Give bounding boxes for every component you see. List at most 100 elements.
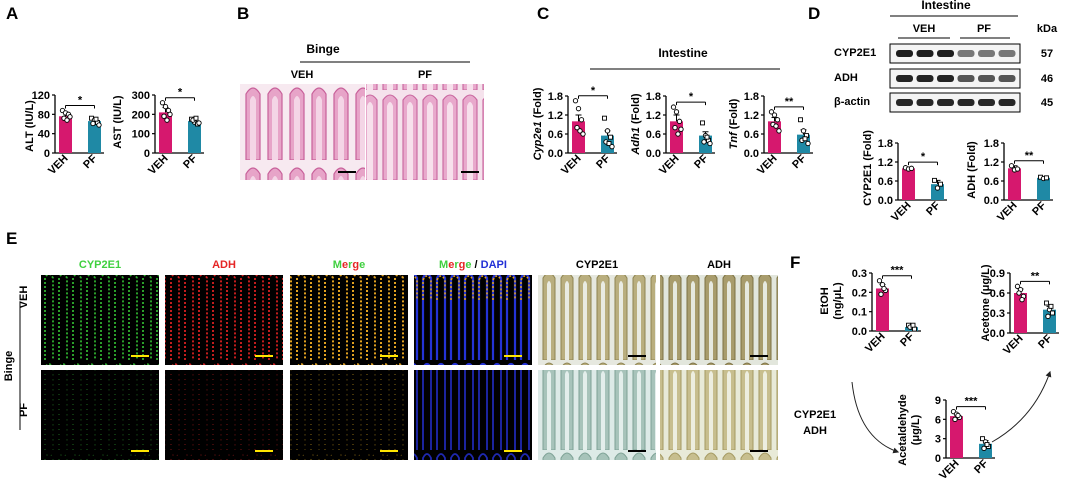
bar-pf <box>188 121 201 153</box>
micrograph-image <box>290 370 408 460</box>
x-tick-label: PF <box>898 330 917 349</box>
blot-group-veh: VEH <box>913 23 936 35</box>
blot-row-label: ADH <box>834 72 858 84</box>
data-point <box>1008 163 1015 169</box>
data-point <box>704 134 710 140</box>
micrograph-image <box>414 275 532 365</box>
blot-row-label: β-actin <box>834 96 870 108</box>
y-axis-label: ALT (IU/L) <box>24 100 36 152</box>
data-point <box>1050 310 1055 316</box>
panel-label-d: D <box>808 4 820 23</box>
y-tick-label: 0.0 <box>646 148 661 160</box>
blot-band <box>998 75 1016 82</box>
y-tick-label: 120 <box>32 90 50 102</box>
data-point <box>196 120 202 126</box>
blot-band <box>978 99 995 106</box>
y-axis-label: Tnf (Fold) <box>728 98 740 149</box>
data-point <box>96 122 102 128</box>
data-point <box>673 109 680 115</box>
y-tick-label: 1.8 <box>744 91 759 103</box>
bar-veh <box>902 168 915 200</box>
data-point <box>908 165 915 171</box>
data-point <box>881 285 887 292</box>
merge-letter: e <box>448 259 454 271</box>
pathway-arrow-1 <box>851 381 900 454</box>
panel-label-e: E <box>6 229 17 248</box>
micrograph-image <box>165 370 283 460</box>
micro-col-header: CYP2E1 <box>576 259 618 271</box>
y-tick-label: 0.0 <box>984 195 999 207</box>
x-tick-label: PF <box>924 199 943 218</box>
data-point <box>768 109 775 115</box>
data-point <box>805 140 811 147</box>
blot-band <box>998 99 1016 106</box>
bar-pf <box>1037 177 1050 200</box>
data-point <box>193 115 199 121</box>
data-point <box>167 111 173 117</box>
y-axis-label: Adh1 (Fold) <box>630 93 642 155</box>
data-point <box>771 112 778 118</box>
y-tick-label: 0.1 <box>852 307 867 319</box>
y-tick-label: 1.8 <box>984 138 999 150</box>
y-tick-label: 0.0 <box>878 195 893 207</box>
y-tick-label: 0.3 <box>852 268 867 280</box>
he-image-veh <box>240 84 365 180</box>
blot-band <box>998 50 1016 57</box>
y-axis-label: AST (IU/L) <box>112 95 124 148</box>
significance-stars: ** <box>1025 150 1034 162</box>
significance-stars: * <box>178 87 183 99</box>
data-point <box>159 100 166 106</box>
y-tick-label: 0.6 <box>990 288 1005 300</box>
y-tick-label: 0.6 <box>744 129 759 141</box>
data-point <box>602 115 607 121</box>
significance-stars: * <box>78 94 83 106</box>
blot-kda-header: kDa <box>1037 23 1058 35</box>
blot-row-label: CYP2E1 <box>834 47 876 59</box>
blot-band <box>957 50 975 57</box>
y-tick-label: 1.8 <box>878 138 893 150</box>
y-tick-label: 0 <box>935 453 941 465</box>
pathway-enzyme-1: CYP2E1 <box>794 409 836 421</box>
data-point <box>678 126 684 132</box>
blot-band <box>957 99 975 106</box>
data-point <box>1048 303 1054 309</box>
blot-band <box>896 50 913 57</box>
panel-d-header: Intestine <box>921 0 971 12</box>
y-tick-label: 80 <box>38 109 50 121</box>
bar-veh <box>950 416 963 458</box>
y-tick-label: 0.6 <box>984 176 999 188</box>
data-point <box>162 103 169 110</box>
y-tick-label: 0.9 <box>990 268 1005 280</box>
y-tick-label: 0.0 <box>990 328 1005 340</box>
data-point <box>981 445 987 451</box>
x-tick-label: PF <box>972 457 991 476</box>
data-point <box>580 131 586 137</box>
row-group-label: Binge <box>3 351 15 382</box>
blot-strip <box>889 43 1021 64</box>
y-tick-label: 1.2 <box>646 110 661 122</box>
blot-band <box>896 99 913 106</box>
micrograph-image <box>660 275 778 365</box>
data-point <box>798 117 803 123</box>
data-point <box>878 291 884 297</box>
y-axis-label: (ng/μL) <box>832 282 844 320</box>
panel-b-pf-label: PF <box>418 69 432 81</box>
y-axis-label: Acetone (μg/L) <box>980 264 992 341</box>
data-point <box>1016 290 1022 296</box>
y-tick-label: 9 <box>935 395 941 407</box>
blot-kda-value: 46 <box>1041 73 1053 85</box>
significance-stars: *** <box>891 265 905 277</box>
y-tick-label: 0.0 <box>852 326 867 338</box>
data-point <box>932 177 937 183</box>
y-axis-label: (μg/L) <box>910 414 922 445</box>
bar-veh <box>159 112 172 153</box>
significance-stars: ** <box>785 96 794 108</box>
y-tick-label: 40 <box>38 129 50 141</box>
